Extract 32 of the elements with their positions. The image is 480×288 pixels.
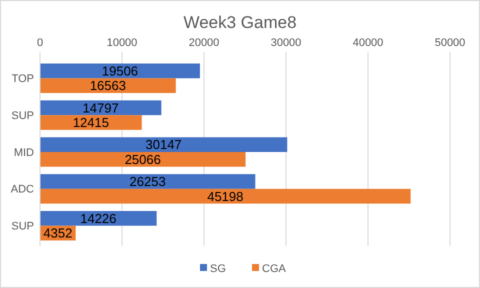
x-tick-label: 50000 bbox=[434, 37, 466, 49]
bar bbox=[40, 188, 411, 204]
x-tick-label: 40000 bbox=[352, 37, 384, 49]
data-label: 45198 bbox=[207, 188, 244, 204]
data-label: 14797 bbox=[82, 100, 119, 116]
data-label: 16563 bbox=[90, 78, 126, 94]
bar bbox=[40, 152, 246, 167]
x-tick-label: 20000 bbox=[188, 37, 220, 49]
y-tick-label: ADC bbox=[10, 184, 34, 196]
bar bbox=[40, 64, 200, 78]
data-label: 25066 bbox=[124, 152, 161, 167]
legend-label: SG bbox=[210, 262, 226, 275]
data-label: 12415 bbox=[72, 115, 109, 130]
y-tick-label: SUP bbox=[11, 110, 34, 122]
data-label: 19506 bbox=[102, 63, 138, 78]
data-label: 30147 bbox=[146, 137, 182, 152]
data-label: 14226 bbox=[80, 210, 116, 226]
y-tick-label: MID bbox=[14, 146, 34, 159]
legend-label: CGA bbox=[262, 262, 286, 275]
bar bbox=[40, 78, 176, 94]
bar bbox=[40, 115, 142, 130]
data-label: 4352 bbox=[43, 226, 72, 241]
bar bbox=[40, 137, 288, 152]
y-tick-label: SUP bbox=[11, 220, 34, 233]
bar bbox=[40, 174, 256, 189]
chart-title: Week3 Game8 bbox=[183, 13, 297, 32]
data-label: 26253 bbox=[130, 174, 166, 190]
bar bbox=[40, 100, 162, 116]
x-tick-label: 10000 bbox=[106, 37, 138, 49]
x-tick-label: 0 bbox=[36, 37, 44, 49]
y-tick-label: TOP bbox=[12, 73, 34, 86]
x-tick-label: 30000 bbox=[270, 37, 302, 49]
